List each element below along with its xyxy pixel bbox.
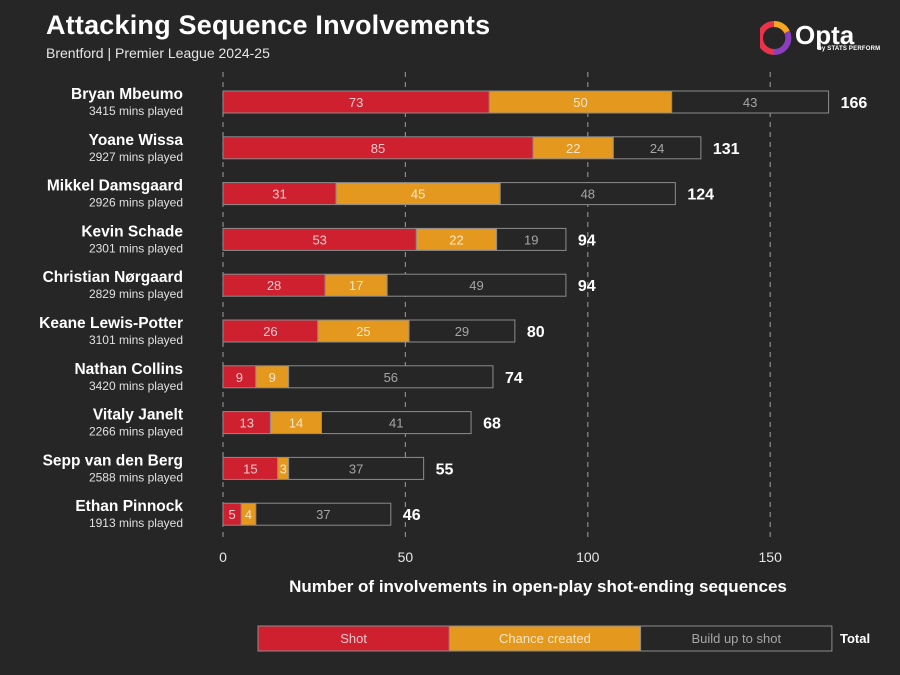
opta-logo-subtext: by STATS PERFORM	[818, 46, 881, 52]
player-minutes: 2927 mins played	[89, 150, 183, 164]
bar-build-up-value: 37	[349, 461, 363, 476]
bar-shot-value: 31	[272, 187, 286, 202]
bar-build-up-value: 37	[316, 507, 330, 522]
bar-chance-created-value: 17	[349, 278, 363, 293]
bar-build-up	[612, 136, 702, 160]
bar-build-up	[320, 411, 472, 435]
bar-build-up	[288, 456, 425, 480]
bar-build-up-value: 43	[743, 95, 757, 110]
player-name: Vitaly Janelt	[93, 407, 183, 424]
player-minutes: 2266 mins played	[89, 425, 183, 439]
bar-chance-created-value: 3	[280, 461, 287, 476]
opta-logo-icon	[760, 21, 792, 55]
bar-shot-value: 5	[229, 507, 236, 522]
player-name: Nathan Collins	[74, 361, 183, 378]
x-tick-label: 100	[576, 549, 600, 565]
player-name: Kevin Schade	[81, 223, 183, 240]
page-subtitle: Brentford | Premier League 2024-25	[46, 45, 270, 61]
bar-total-label: 124	[687, 187, 714, 204]
player-name: Ethan Pinnock	[75, 498, 183, 515]
player-name: Bryan Mbeumo	[71, 86, 183, 103]
bar-build-up-value: 56	[384, 370, 398, 385]
opta-logo-text: Opta	[795, 20, 855, 50]
bar-build-up	[499, 182, 676, 206]
player-name: Sepp van den Berg	[43, 452, 183, 469]
player-minutes: 3101 mins played	[89, 333, 183, 347]
bar-chance-created-value: 22	[566, 141, 580, 156]
bar-chance-created-value: 14	[289, 416, 303, 431]
bar-shot-value: 85	[371, 141, 385, 156]
bar-chance-created-value: 4	[245, 507, 252, 522]
bar-chance-created-value: 45	[411, 187, 425, 202]
legend-shot	[257, 625, 450, 652]
bar-chance-created-value: 50	[573, 95, 587, 110]
player-name: Mikkel Damsgaard	[47, 178, 183, 195]
legend-chance-created-label: Chance created	[499, 631, 591, 646]
bar-build-up-value: 41	[389, 416, 403, 431]
bar-total-label: 74	[505, 370, 523, 387]
legend-build-up	[640, 625, 833, 652]
player-minutes: 2588 mins played	[89, 470, 183, 484]
bar-shot-value: 28	[267, 278, 281, 293]
bar-shot-value: 53	[312, 232, 326, 247]
bar-shot-value: 13	[239, 416, 253, 431]
player-minutes: 2926 mins played	[89, 196, 183, 210]
player-minutes: 1913 mins played	[89, 516, 183, 530]
x-tick-label: 50	[398, 549, 414, 565]
bar-build-up-value: 48	[581, 187, 595, 202]
legend-shot-label: Shot	[340, 631, 367, 646]
bar-build-up-value: 49	[469, 278, 483, 293]
bar-chance-created-value: 22	[449, 232, 463, 247]
bar-build-up-value: 29	[455, 324, 469, 339]
legend-build-up-label: Build up to shot	[691, 631, 781, 646]
x-axis-label: Number of involvements in open-play shot…	[289, 577, 787, 596]
legend-total-label: Total	[840, 631, 870, 646]
bar-chance-created-value: 9	[269, 370, 276, 385]
bar-build-up-value: 19	[524, 232, 538, 247]
bar-total-label: 166	[841, 95, 868, 112]
bar-build-up	[255, 502, 392, 526]
bar-build-up	[671, 90, 830, 114]
bar-total-label: 80	[527, 324, 545, 341]
player-name: Christian Nørgaard	[43, 269, 183, 286]
x-tick-label: 0	[219, 549, 227, 565]
legend-chance-created	[448, 625, 642, 652]
bar-total-label: 68	[483, 416, 501, 433]
bar-build-up	[288, 365, 494, 389]
bar-build-up-value: 24	[650, 141, 664, 156]
bar-total-label: 46	[403, 507, 421, 524]
player-minutes: 2829 mins played	[89, 287, 183, 301]
player-name: Yoane Wissa	[89, 132, 184, 149]
bar-total-label: 131	[713, 141, 740, 158]
bar-build-up	[386, 273, 567, 297]
player-name: Keane Lewis-Potter	[39, 315, 183, 332]
bar-total-label: 94	[578, 232, 596, 249]
bar-shot-value: 9	[236, 370, 243, 385]
player-minutes: 2301 mins played	[89, 241, 183, 255]
bar-shot-value: 73	[349, 95, 363, 110]
bar-shot-value: 26	[263, 324, 277, 339]
player-minutes: 3420 mins played	[89, 379, 183, 393]
bar-total-label: 55	[436, 461, 454, 478]
page-title: Attacking Sequence Involvements	[46, 10, 491, 40]
bar-build-up	[408, 319, 516, 343]
bar-shot-value: 15	[243, 461, 257, 476]
bar-chance-created-value: 25	[356, 324, 370, 339]
x-tick-label: 150	[759, 549, 783, 565]
bar-build-up	[496, 227, 567, 251]
player-minutes: 3415 mins played	[89, 104, 183, 118]
bar-total-label: 94	[578, 278, 596, 295]
